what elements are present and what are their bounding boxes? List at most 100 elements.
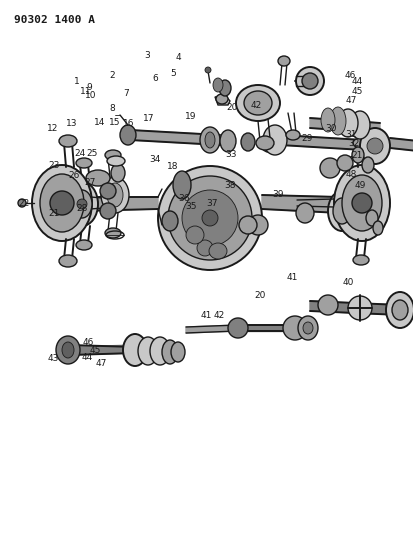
Ellipse shape: [111, 164, 125, 182]
Ellipse shape: [105, 150, 121, 160]
Polygon shape: [80, 197, 158, 211]
Ellipse shape: [235, 85, 279, 121]
Polygon shape: [295, 76, 309, 86]
Text: 48: 48: [344, 171, 356, 179]
Polygon shape: [214, 95, 230, 105]
Text: 20: 20: [254, 292, 265, 300]
Text: 30: 30: [325, 125, 336, 133]
Ellipse shape: [101, 177, 129, 213]
Text: 12: 12: [47, 125, 59, 133]
Ellipse shape: [243, 91, 271, 115]
Text: 21: 21: [48, 209, 59, 217]
Text: 46: 46: [343, 71, 355, 80]
Ellipse shape: [32, 165, 92, 241]
Ellipse shape: [72, 190, 92, 218]
Ellipse shape: [285, 130, 299, 140]
Text: 3: 3: [144, 52, 150, 60]
Ellipse shape: [332, 198, 350, 224]
Ellipse shape: [351, 193, 371, 213]
Ellipse shape: [50, 191, 74, 215]
Ellipse shape: [197, 240, 212, 256]
Ellipse shape: [173, 171, 190, 199]
Text: 32: 32: [347, 140, 359, 148]
Ellipse shape: [351, 147, 363, 163]
Ellipse shape: [247, 215, 267, 235]
Ellipse shape: [219, 130, 235, 152]
Text: 42: 42: [249, 101, 261, 110]
Text: 36: 36: [178, 194, 190, 203]
Ellipse shape: [349, 111, 369, 139]
Text: 49: 49: [354, 181, 365, 190]
Polygon shape: [309, 301, 399, 315]
Ellipse shape: [216, 94, 228, 104]
Text: 23: 23: [48, 161, 59, 169]
Ellipse shape: [295, 67, 323, 95]
Text: 31: 31: [344, 130, 356, 139]
Polygon shape: [130, 130, 219, 145]
Ellipse shape: [366, 138, 382, 154]
Text: 29: 29: [301, 134, 312, 143]
Ellipse shape: [161, 211, 178, 231]
Polygon shape: [261, 195, 339, 213]
Ellipse shape: [297, 316, 317, 340]
Text: 44: 44: [81, 353, 93, 361]
Text: 37: 37: [206, 199, 217, 208]
Ellipse shape: [255, 136, 273, 150]
Text: 20: 20: [225, 103, 237, 112]
Text: 18: 18: [167, 162, 178, 171]
Ellipse shape: [185, 226, 204, 244]
Polygon shape: [185, 325, 237, 333]
Polygon shape: [296, 199, 333, 207]
Ellipse shape: [277, 56, 289, 66]
Text: 15: 15: [109, 118, 121, 127]
Ellipse shape: [240, 133, 254, 151]
Ellipse shape: [327, 191, 355, 231]
Text: 39: 39: [272, 190, 283, 199]
Ellipse shape: [107, 183, 123, 207]
Text: 41: 41: [285, 273, 297, 281]
Ellipse shape: [302, 322, 312, 334]
Ellipse shape: [361, 157, 373, 173]
Ellipse shape: [66, 182, 98, 226]
Text: 47: 47: [95, 359, 107, 368]
Text: 13: 13: [65, 119, 77, 128]
Ellipse shape: [333, 165, 389, 241]
Text: 10: 10: [84, 92, 96, 100]
Ellipse shape: [76, 158, 92, 168]
Text: 1: 1: [74, 77, 79, 86]
Text: 4: 4: [175, 53, 180, 62]
Ellipse shape: [352, 255, 368, 265]
Ellipse shape: [204, 67, 211, 73]
Ellipse shape: [202, 210, 218, 226]
Text: 27: 27: [84, 178, 96, 187]
Ellipse shape: [301, 73, 317, 89]
Ellipse shape: [123, 334, 147, 366]
Ellipse shape: [56, 336, 80, 364]
Ellipse shape: [391, 300, 407, 320]
Text: 43: 43: [47, 354, 59, 362]
Text: 9: 9: [86, 83, 92, 92]
Text: 41: 41: [200, 311, 211, 320]
Text: 5: 5: [170, 69, 176, 78]
Ellipse shape: [120, 125, 136, 145]
Ellipse shape: [77, 199, 87, 209]
Text: 45: 45: [350, 87, 362, 96]
Polygon shape: [244, 325, 289, 331]
Ellipse shape: [150, 337, 170, 365]
Ellipse shape: [347, 296, 371, 320]
Ellipse shape: [212, 78, 223, 92]
Ellipse shape: [59, 255, 77, 267]
Ellipse shape: [385, 292, 413, 328]
Ellipse shape: [260, 134, 274, 152]
Text: 45: 45: [89, 346, 101, 355]
Ellipse shape: [218, 80, 230, 96]
Text: 16: 16: [122, 119, 134, 128]
Polygon shape: [279, 135, 379, 151]
Text: 34: 34: [149, 156, 161, 164]
Text: 6: 6: [152, 75, 158, 83]
Ellipse shape: [317, 295, 337, 315]
Ellipse shape: [336, 155, 352, 171]
Ellipse shape: [86, 170, 110, 186]
Ellipse shape: [100, 183, 116, 199]
Ellipse shape: [209, 243, 226, 259]
